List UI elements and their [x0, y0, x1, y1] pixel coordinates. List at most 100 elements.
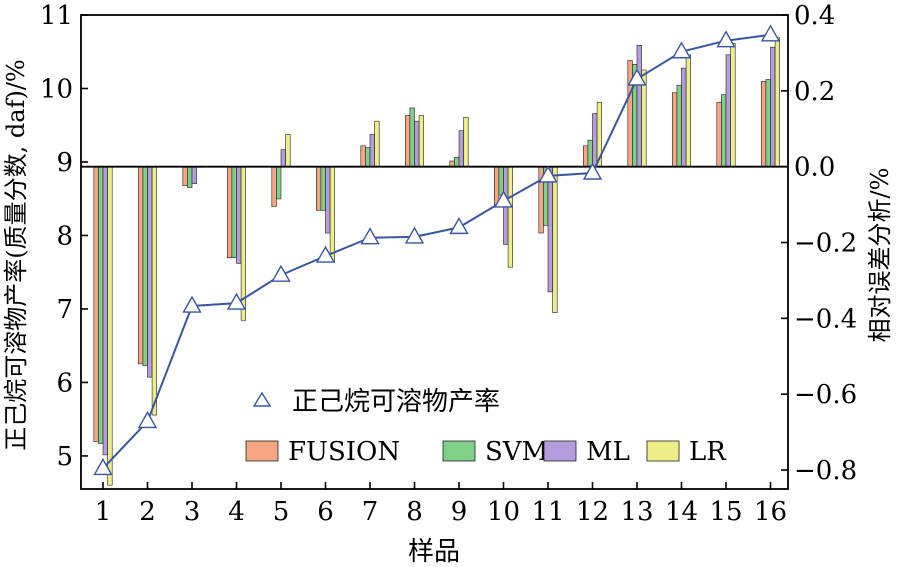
bar-ml-15	[725, 54, 731, 167]
yield-marker-8	[404, 226, 425, 244]
y-right-tick-label: 0.2	[794, 77, 835, 107]
yield-marker-14	[671, 41, 692, 59]
bar-svm-1	[98, 166, 104, 444]
bar-svm-10	[498, 166, 504, 196]
yield-marker-7	[360, 227, 380, 245]
y-left-tick-label: 9	[56, 148, 73, 178]
bar-svm-6	[320, 166, 326, 211]
x-tick-label: 11	[531, 497, 564, 527]
bar-lr-11	[552, 166, 558, 313]
yield-marker-3	[182, 295, 202, 313]
bar-fusion-5	[271, 166, 277, 207]
bar-fusion-16	[760, 81, 767, 167]
bar-ml-11	[547, 166, 553, 293]
y-axis-right-label: 相对误差分析/%	[866, 168, 894, 343]
bar-svm-5	[276, 166, 282, 200]
bar-lr-16	[774, 37, 780, 167]
yield-marker-10	[493, 190, 514, 208]
legend-swatch-svm	[442, 440, 476, 462]
legend-label-ml: ML	[586, 437, 630, 467]
plot-frame	[80, 14, 789, 490]
legend-marker-yield	[252, 391, 272, 407]
bar-ml-8	[414, 120, 420, 167]
legend-swatch-ml	[543, 440, 577, 462]
yield-line	[102, 33, 771, 470]
bar-ml-5	[280, 149, 286, 167]
legend: 正己烷可溶物产率 FUSION SVM ML LR	[245, 387, 727, 467]
x-tick-label: 5	[273, 497, 290, 527]
bar-lr-2	[151, 166, 158, 416]
yield-marker-9	[449, 216, 469, 235]
yield-marker-5	[271, 264, 291, 282]
bar-svm-4	[231, 166, 237, 258]
bar-ml-1	[102, 166, 108, 456]
bar-ml-12	[592, 113, 598, 167]
x-tick-label: 6	[317, 497, 334, 527]
legend-swatch-fusion	[245, 440, 279, 462]
bar-svm-14	[676, 84, 682, 167]
x-tick-label: 13	[620, 497, 653, 527]
bar-lr-5	[285, 134, 291, 167]
bar-ml-16	[770, 46, 776, 167]
legend-label-fusion: FUSION	[288, 437, 400, 467]
bar-fusion-14	[671, 92, 678, 167]
y-left-tick-label: 11	[40, 1, 73, 31]
bar-ml-3	[191, 166, 197, 185]
bar-ml-14	[681, 67, 687, 167]
bar-fusion-4	[227, 166, 233, 258]
x-tick-label: 1	[95, 497, 112, 527]
yield-marker-4	[226, 292, 247, 310]
bar-fusion-15	[716, 101, 722, 167]
y-left-tick-label: 10	[40, 74, 73, 104]
bar-fusion-10	[493, 166, 500, 205]
x-tick-label: 2	[139, 497, 156, 527]
yield-marker-1	[93, 458, 113, 476]
legend-label-yield: 正己烷可溶物产率	[292, 387, 500, 417]
y-axis-left-label: 正己烷可溶物产率(质量分数, daf)/%	[2, 59, 30, 450]
bar-svm-7	[365, 147, 371, 167]
bar-lr-9	[463, 117, 469, 167]
bar-ml-4	[236, 166, 242, 264]
bar-svm-9	[454, 156, 460, 167]
x-tick-label: 15	[709, 497, 742, 527]
y-left-tick-label: 7	[56, 295, 73, 325]
x-tick-label: 10	[487, 497, 520, 527]
bar-fusion-12	[582, 145, 589, 167]
legend-label-svm: SVM	[485, 437, 548, 467]
bar-svm-12	[587, 139, 593, 167]
y-right-tick-label: −0.2	[794, 229, 857, 259]
bar-svm-16	[765, 79, 771, 167]
bar-fusion-6	[315, 166, 322, 211]
y-right-tick-label: −0.6	[794, 380, 857, 410]
legend-swatch-lr	[646, 440, 680, 462]
bar-fusion-1	[93, 166, 99, 442]
bar-lr-15	[730, 43, 736, 167]
y-right-tick-label: −0.4	[794, 304, 857, 334]
x-axis-label: 样品	[408, 537, 460, 567]
yield-marker-2	[137, 410, 158, 429]
y-left-tick-label: 8	[56, 221, 73, 251]
x-tick-label: 9	[451, 497, 468, 527]
yield-marker-12	[582, 162, 603, 180]
bar-lr-7	[374, 120, 380, 167]
y-right-tick-label: −0.8	[794, 456, 857, 486]
bar-lr-8	[418, 115, 425, 167]
legend-label-lr: LR	[689, 437, 727, 467]
bar-fusion-8	[404, 115, 411, 167]
bar-lr-1	[107, 166, 113, 486]
bar-lr-10	[507, 166, 514, 268]
y-right-tick-label: 0.4	[794, 1, 835, 31]
bar-fusion-2	[138, 166, 144, 365]
yield-marker-6	[315, 245, 336, 263]
x-tick-label: 12	[576, 497, 609, 527]
bar-svm-8	[409, 107, 415, 167]
x-tick-label: 4	[228, 497, 245, 527]
yield-marker-16	[760, 24, 781, 42]
yield-marker-15	[716, 30, 736, 48]
x-tick-label: 14	[665, 497, 698, 527]
bar-svm-3	[187, 166, 193, 188]
bar-ml-2	[147, 166, 153, 378]
bar-lr-14	[685, 54, 691, 167]
bar-ml-9	[458, 130, 464, 167]
